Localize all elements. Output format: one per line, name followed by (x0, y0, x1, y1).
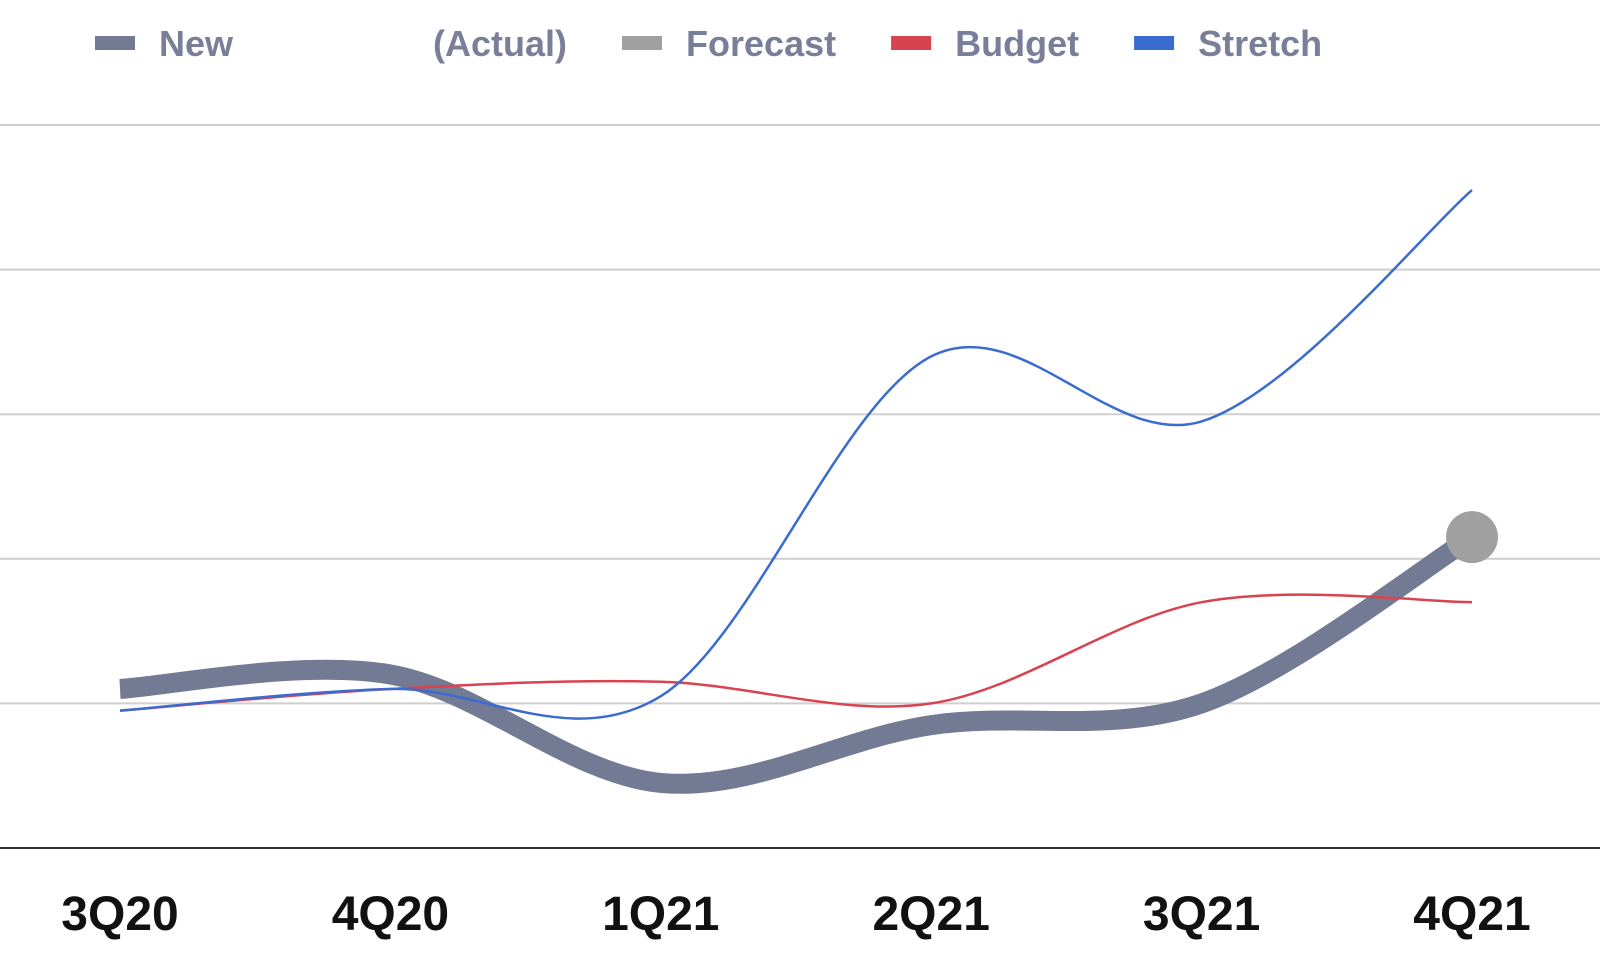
x-axis: 3Q20 4Q20 1Q21 2Q21 3Q21 4Q21 (0, 847, 1600, 941)
stretch-line (119, 189, 1473, 720)
series-layer (119, 189, 1498, 794)
budget-legend-label: Budget (955, 23, 1079, 64)
new-legend-swatch (95, 36, 135, 50)
forecast-legend-swatch (622, 36, 663, 50)
x-tick-label: 3Q21 (1143, 888, 1260, 941)
new-line (119, 528, 1478, 794)
x-tick-label: 3Q20 (61, 888, 178, 941)
gridlines (0, 124, 1600, 705)
new-legend-suffix: (Actual) (433, 23, 567, 64)
chart-legend: New (Actual) Forecast Budget Stretch (95, 23, 1322, 64)
forecast-legend-label: Forecast (686, 23, 836, 64)
x-tick-label: 4Q20 (332, 888, 449, 941)
x-tick-label: 1Q21 (602, 888, 719, 941)
forecast-point (1446, 511, 1498, 564)
x-tick-label: 2Q21 (872, 888, 989, 941)
x-tick-label: 4Q21 (1413, 888, 1530, 941)
stretch-legend-swatch (1134, 36, 1175, 50)
stretch-legend-label: Stretch (1198, 23, 1322, 64)
new-legend-label: New (159, 23, 234, 64)
budget-legend-swatch (891, 36, 932, 50)
